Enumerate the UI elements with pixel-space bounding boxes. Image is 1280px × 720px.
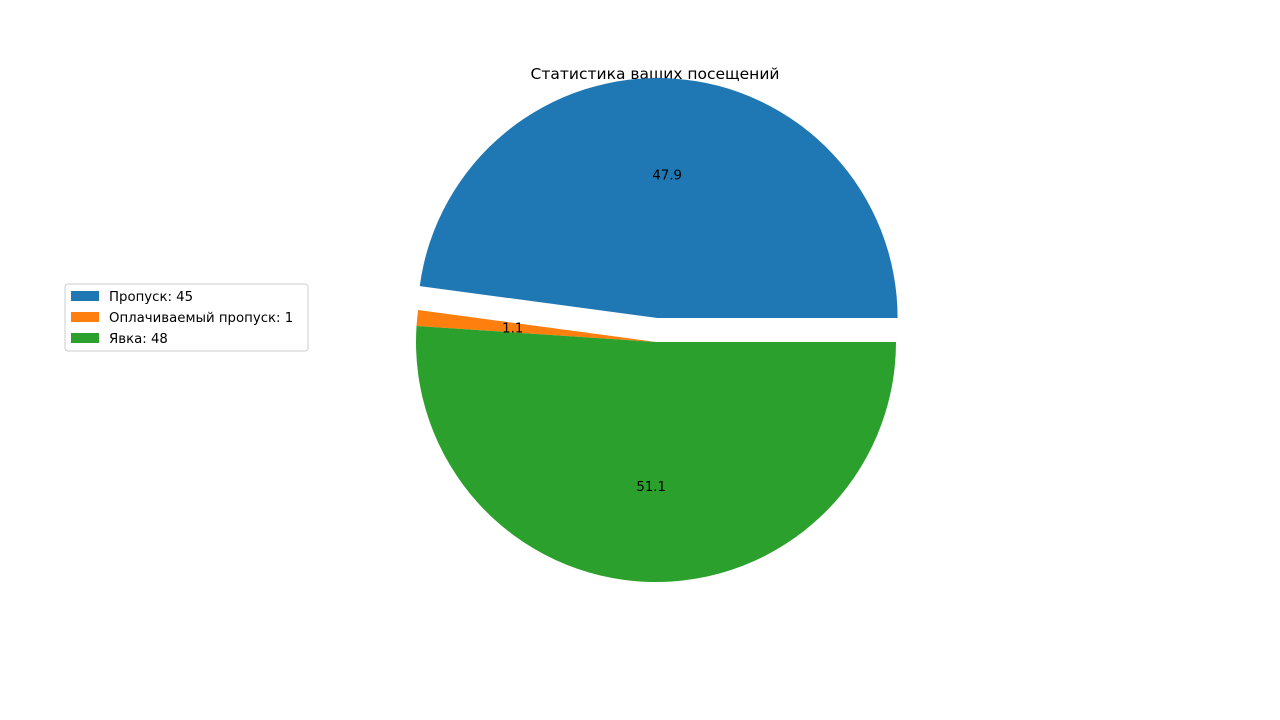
legend-swatch	[71, 291, 99, 301]
legend-label: Пропуск: 45	[109, 290, 193, 305]
legend-label: Явка: 48	[109, 332, 168, 347]
slice-percent-label: 1.1	[502, 322, 523, 337]
chart-title: Статистика ваших посещений	[531, 65, 780, 83]
pie-slices	[416, 78, 898, 582]
slice-percent-label: 47.9	[652, 168, 682, 183]
legend-frame	[64, 283, 309, 352]
legend-label: Оплачиваемый пропуск: 1	[109, 311, 293, 326]
slice-percent-label: 51.1	[636, 480, 666, 495]
pie-slice-1	[419, 78, 898, 319]
legend: Пропуск: 45 Оплачиваемый пропуск: 1 Явка: …	[64, 283, 309, 352]
pie-slice-3	[416, 325, 896, 582]
legend-swatch	[71, 333, 99, 343]
pie-labels: 47.9 1.1 51.1	[502, 168, 682, 495]
pie-slice-2	[416, 310, 656, 342]
legend-swatch	[71, 312, 99, 322]
legend-entries: Пропуск: 45 Оплачиваемый пропуск: 1 Явка: …	[71, 290, 293, 347]
